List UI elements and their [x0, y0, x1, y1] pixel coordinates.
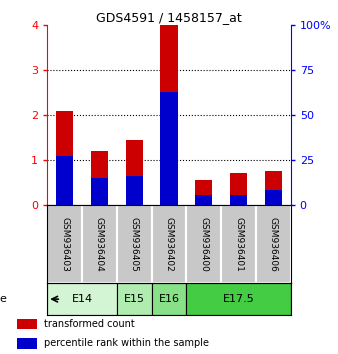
- Bar: [230, 195, 247, 205]
- Bar: [186, 283, 291, 315]
- Bar: [117, 283, 152, 315]
- Bar: [160, 25, 178, 205]
- Text: E14: E14: [72, 294, 93, 304]
- Bar: [125, 140, 143, 205]
- Text: GSM936403: GSM936403: [60, 217, 69, 272]
- Bar: [82, 205, 117, 283]
- Bar: [47, 283, 117, 315]
- Text: percentile rank within the sample: percentile rank within the sample: [44, 338, 209, 348]
- Text: GSM936405: GSM936405: [130, 217, 139, 272]
- Text: GSM936406: GSM936406: [269, 217, 278, 272]
- Bar: [195, 195, 213, 205]
- Text: GSM936401: GSM936401: [234, 217, 243, 272]
- Bar: [230, 173, 247, 205]
- Bar: [186, 205, 221, 283]
- Bar: [56, 110, 73, 205]
- Text: GSM936404: GSM936404: [95, 217, 104, 272]
- Bar: [56, 156, 73, 205]
- Text: transformed count: transformed count: [44, 319, 135, 329]
- Bar: [17, 319, 37, 329]
- Text: E15: E15: [124, 294, 145, 304]
- Bar: [221, 205, 256, 283]
- Bar: [195, 179, 213, 205]
- Bar: [91, 151, 108, 205]
- Bar: [91, 178, 108, 205]
- Title: GDS4591 / 1458157_at: GDS4591 / 1458157_at: [96, 11, 242, 24]
- Bar: [160, 92, 178, 205]
- Text: age: age: [0, 294, 7, 304]
- Bar: [265, 189, 282, 205]
- Bar: [152, 283, 186, 315]
- Bar: [117, 205, 152, 283]
- Text: GSM936402: GSM936402: [165, 217, 173, 272]
- Bar: [265, 171, 282, 205]
- Text: GSM936400: GSM936400: [199, 217, 208, 272]
- Bar: [125, 176, 143, 205]
- Text: E17.5: E17.5: [223, 294, 255, 304]
- Text: E16: E16: [159, 294, 179, 304]
- Bar: [17, 338, 37, 349]
- Bar: [47, 205, 82, 283]
- Bar: [256, 205, 291, 283]
- Bar: [152, 205, 186, 283]
